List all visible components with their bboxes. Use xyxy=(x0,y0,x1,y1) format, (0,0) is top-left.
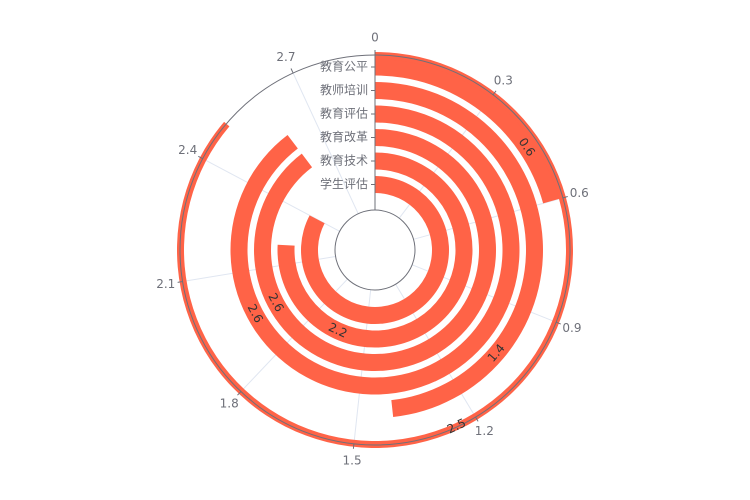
angle-tick-label: 1.2 xyxy=(475,424,494,438)
angle-tick-label: 1.8 xyxy=(220,396,239,410)
angle-tick-label: 0.6 xyxy=(570,186,589,200)
angle-tick-label: 1.5 xyxy=(343,453,362,467)
angle-tick xyxy=(290,68,294,74)
angle-tick-label: 2.4 xyxy=(178,143,197,157)
bar-6 xyxy=(375,58,560,204)
angle-tick-label: 0.9 xyxy=(562,321,581,335)
angle-tick-label: 0 xyxy=(371,31,379,45)
angle-tick xyxy=(555,321,561,325)
category-label: 教育技术 xyxy=(320,153,368,168)
inner-axis-circle xyxy=(334,209,416,291)
angle-tick xyxy=(177,281,183,283)
angle-tick-label: 2.1 xyxy=(156,277,175,291)
angle-grid-line xyxy=(292,72,359,214)
category-label: 教育评估 xyxy=(320,106,368,121)
angle-tick xyxy=(237,391,242,396)
bar-5 xyxy=(375,82,544,418)
angle-tick xyxy=(475,416,479,422)
category-label: 学生评估 xyxy=(320,176,368,191)
category-label: 教育改革 xyxy=(320,129,368,144)
angle-tick xyxy=(562,196,568,199)
category-label: 教育公平 xyxy=(320,59,368,74)
category-label: 教师培训 xyxy=(320,82,368,97)
axis-layer xyxy=(177,50,571,449)
angle-tick-label: 0.3 xyxy=(494,74,513,88)
angle-tick xyxy=(198,155,203,160)
angle-tick-label: 2.7 xyxy=(276,50,295,64)
labels-layer: 0 0.3 0.6 0.9 1.2 1.5 1.8 2.1 2.4 2.7 学生评估 教育技术 教育改革… xyxy=(156,31,589,468)
angle-tick xyxy=(492,90,497,96)
angle-tick xyxy=(352,443,355,449)
bars-layer xyxy=(177,52,574,448)
